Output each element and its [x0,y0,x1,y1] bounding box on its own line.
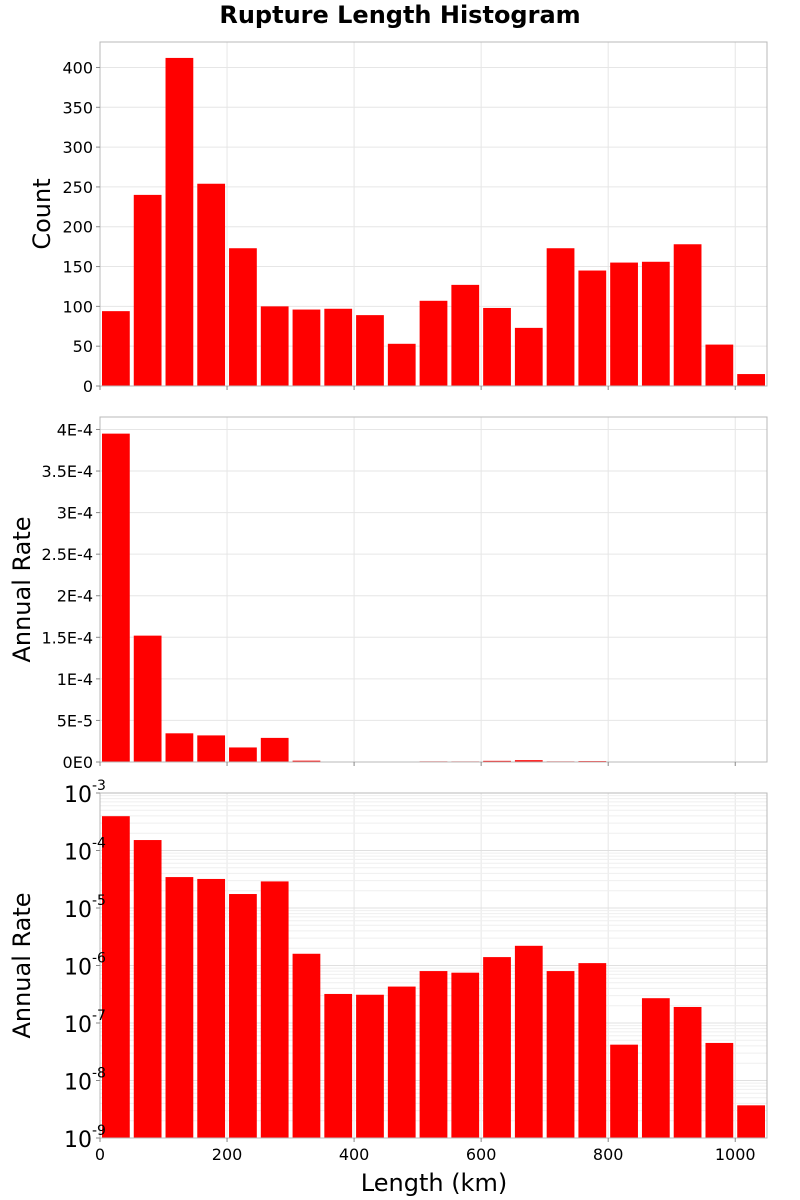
bar-1-bin-875 [641,261,670,386]
x-tick-label: 0 [95,1145,105,1164]
chart-title: Rupture Length Histogram [219,1,580,29]
bar-1-bin-475 [387,343,416,386]
y-tick-label: 10-9 [64,1123,106,1153]
bar-2-bin-75 [133,635,162,762]
bar-2-bin-125 [165,733,194,762]
bar-1-bin-525 [419,300,448,386]
y-tick-label: 50 [73,337,93,356]
y-tick-label: 300 [62,138,93,157]
x-tick-label: 600 [466,1145,497,1164]
bar-3-bin-925 [673,1006,702,1138]
y-tick-label: 10-3 [64,778,106,808]
y-tick-label: 0E0 [63,753,93,772]
panels-layer: 0 50 100 150 200 250 300 350 400 Count 0E0 5E-5 1E-4… [8,41,768,1164]
bar-1-bin-125 [165,57,194,386]
bar-3-bin-675 [514,945,543,1138]
bar-3-bin-425 [356,994,384,1138]
bar-3-bin-825 [610,1044,638,1138]
bar-3-bin-625 [483,957,511,1138]
y-tick-label: 150 [62,258,93,277]
bar-3-bin-375 [324,993,353,1138]
bar-1-bin-975 [705,344,734,386]
y-tick-label: 10-5 [64,893,106,923]
bar-3-bin-225 [229,894,257,1138]
y-tick-label: 200 [62,218,93,237]
y-tick-label: 2E-4 [57,587,93,606]
bar-3-bin-875 [641,998,670,1138]
y-tick-label: 3.5E-4 [41,462,93,481]
y-tick-label: 10-4 [64,836,106,866]
y-tick-label: 10-8 [64,1066,106,1096]
y-tick-label: 1E-4 [57,670,93,689]
bar-1-bin-225 [229,248,257,386]
bar-1-bin-175 [197,183,226,386]
bar-3-bin-775 [578,963,607,1138]
bar-3-bin-1025 [737,1105,765,1138]
x-tick-label: 1000 [715,1145,756,1164]
bar-1-bin-625 [483,307,511,386]
x-tick-label: 800 [593,1145,624,1164]
x-axis-title: Length (km) [361,1169,507,1197]
bar-3-bin-25 [102,816,130,1138]
bar-3-bin-125 [165,877,194,1138]
y-axis-title: Annual Rate [8,516,36,662]
bar-1-bin-575 [451,284,480,386]
y-tick-label: 5E-5 [57,711,93,730]
bar-1-bin-1025 [737,374,765,386]
y-tick-label: 400 [62,58,93,77]
bar-2-bin-275 [260,737,289,762]
bar-1-bin-675 [514,327,543,386]
bar-1-bin-325 [292,309,321,386]
bar-3-bin-325 [292,953,321,1138]
bar-1-bin-775 [578,270,607,386]
y-tick-label: 3E-4 [57,504,93,523]
bar-1-bin-825 [610,262,638,386]
bar-2-bin-325 [292,760,321,762]
bar-1-bin-75 [133,194,162,386]
x-tick-label: 200 [212,1145,243,1164]
panel-3: 10-9 10-8 10-7 10-6 10-5 10-4 10-3 Annual Rate [8,778,768,1153]
bar-1-bin-375 [324,308,353,386]
bar-3-bin-725 [546,971,575,1138]
bar-2-bin-625 [483,760,511,762]
bar-3-bin-275 [260,881,289,1138]
bar-2-bin-175 [197,735,226,762]
bar-1-bin-25 [102,311,130,386]
bar-3-bin-525 [419,971,448,1138]
bar-2-bin-225 [229,747,257,762]
panel-1: 0 50 100 150 200 250 300 350 400 Count [28,41,768,396]
y-axis-title: Annual Rate [8,892,36,1038]
y-tick-label: 100 [62,297,93,316]
bar-3-bin-575 [451,972,480,1138]
bar-2-bin-25 [102,433,130,762]
bar-2-bin-675 [514,760,543,762]
bar-3-bin-975 [705,1042,734,1138]
y-tick-label: 0 [83,377,93,396]
panel-2: 0E0 5E-5 1E-4 1.5E-4 2E-4 2.5E-4 3E-4 3.5E-4 4E-… [8,416,768,772]
plot-frame [99,41,768,387]
y-tick-label: 10-7 [64,1008,106,1038]
plot-frame [99,416,768,763]
bar-1-bin-925 [673,244,702,386]
bar-1-bin-425 [356,315,384,386]
y-tick-label: 10-6 [64,951,106,981]
y-tick-label: 4E-4 [57,420,93,439]
y-tick-label: 250 [62,178,93,197]
y-tick-label: 1.5E-4 [41,628,93,647]
bar-1-bin-275 [260,306,289,386]
y-tick-label: 350 [62,98,93,117]
bar-3-bin-175 [197,878,226,1138]
bar-3-bin-75 [133,840,162,1138]
y-tick-label: 2.5E-4 [41,545,93,564]
bar-1-bin-725 [546,248,575,386]
y-axis-title: Count [28,178,56,249]
bar-3-bin-475 [387,986,416,1138]
x-tick-label: 400 [339,1145,370,1164]
